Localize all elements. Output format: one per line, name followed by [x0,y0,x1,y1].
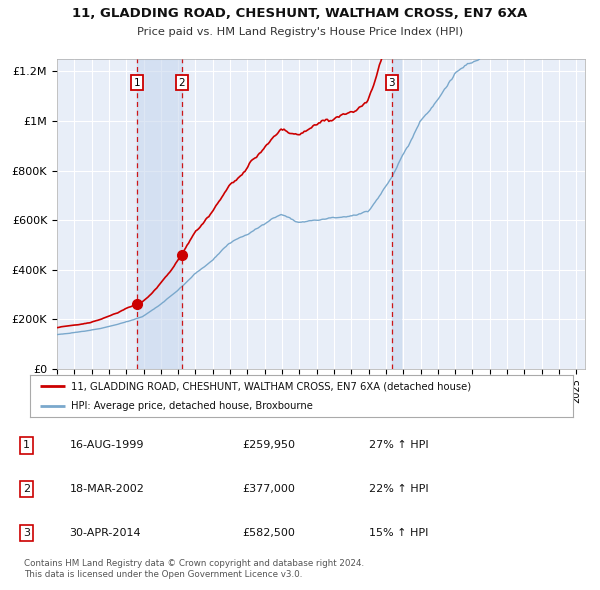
Text: 3: 3 [388,77,395,87]
Text: £582,500: £582,500 [242,528,295,538]
Text: 3: 3 [23,528,30,538]
Text: 27% ↑ HPI: 27% ↑ HPI [369,440,429,450]
Text: Contains HM Land Registry data © Crown copyright and database right 2024.
This d: Contains HM Land Registry data © Crown c… [24,559,364,579]
Text: 1: 1 [134,77,140,87]
Text: Price paid vs. HM Land Registry's House Price Index (HPI): Price paid vs. HM Land Registry's House … [137,27,463,37]
Text: 16-AUG-1999: 16-AUG-1999 [70,440,144,450]
Text: 11, GLADDING ROAD, CHESHUNT, WALTHAM CROSS, EN7 6XA (detached house): 11, GLADDING ROAD, CHESHUNT, WALTHAM CRO… [71,381,471,391]
Text: £259,950: £259,950 [242,440,295,450]
Bar [392,59,401,369]
Text: 18-MAR-2002: 18-MAR-2002 [70,484,145,494]
Text: 30-APR-2014: 30-APR-2014 [70,528,141,538]
Text: 15% ↑ HPI: 15% ↑ HPI [369,528,428,538]
Text: 22% ↑ HPI: 22% ↑ HPI [369,484,429,494]
Text: 2: 2 [179,77,185,87]
Bar [137,59,182,369]
Text: 2: 2 [23,484,30,494]
Text: HPI: Average price, detached house, Broxbourne: HPI: Average price, detached house, Brox… [71,401,313,411]
Text: 1: 1 [23,440,30,450]
Text: 11, GLADDING ROAD, CHESHUNT, WALTHAM CROSS, EN7 6XA: 11, GLADDING ROAD, CHESHUNT, WALTHAM CRO… [73,7,527,20]
Text: £377,000: £377,000 [242,484,295,494]
